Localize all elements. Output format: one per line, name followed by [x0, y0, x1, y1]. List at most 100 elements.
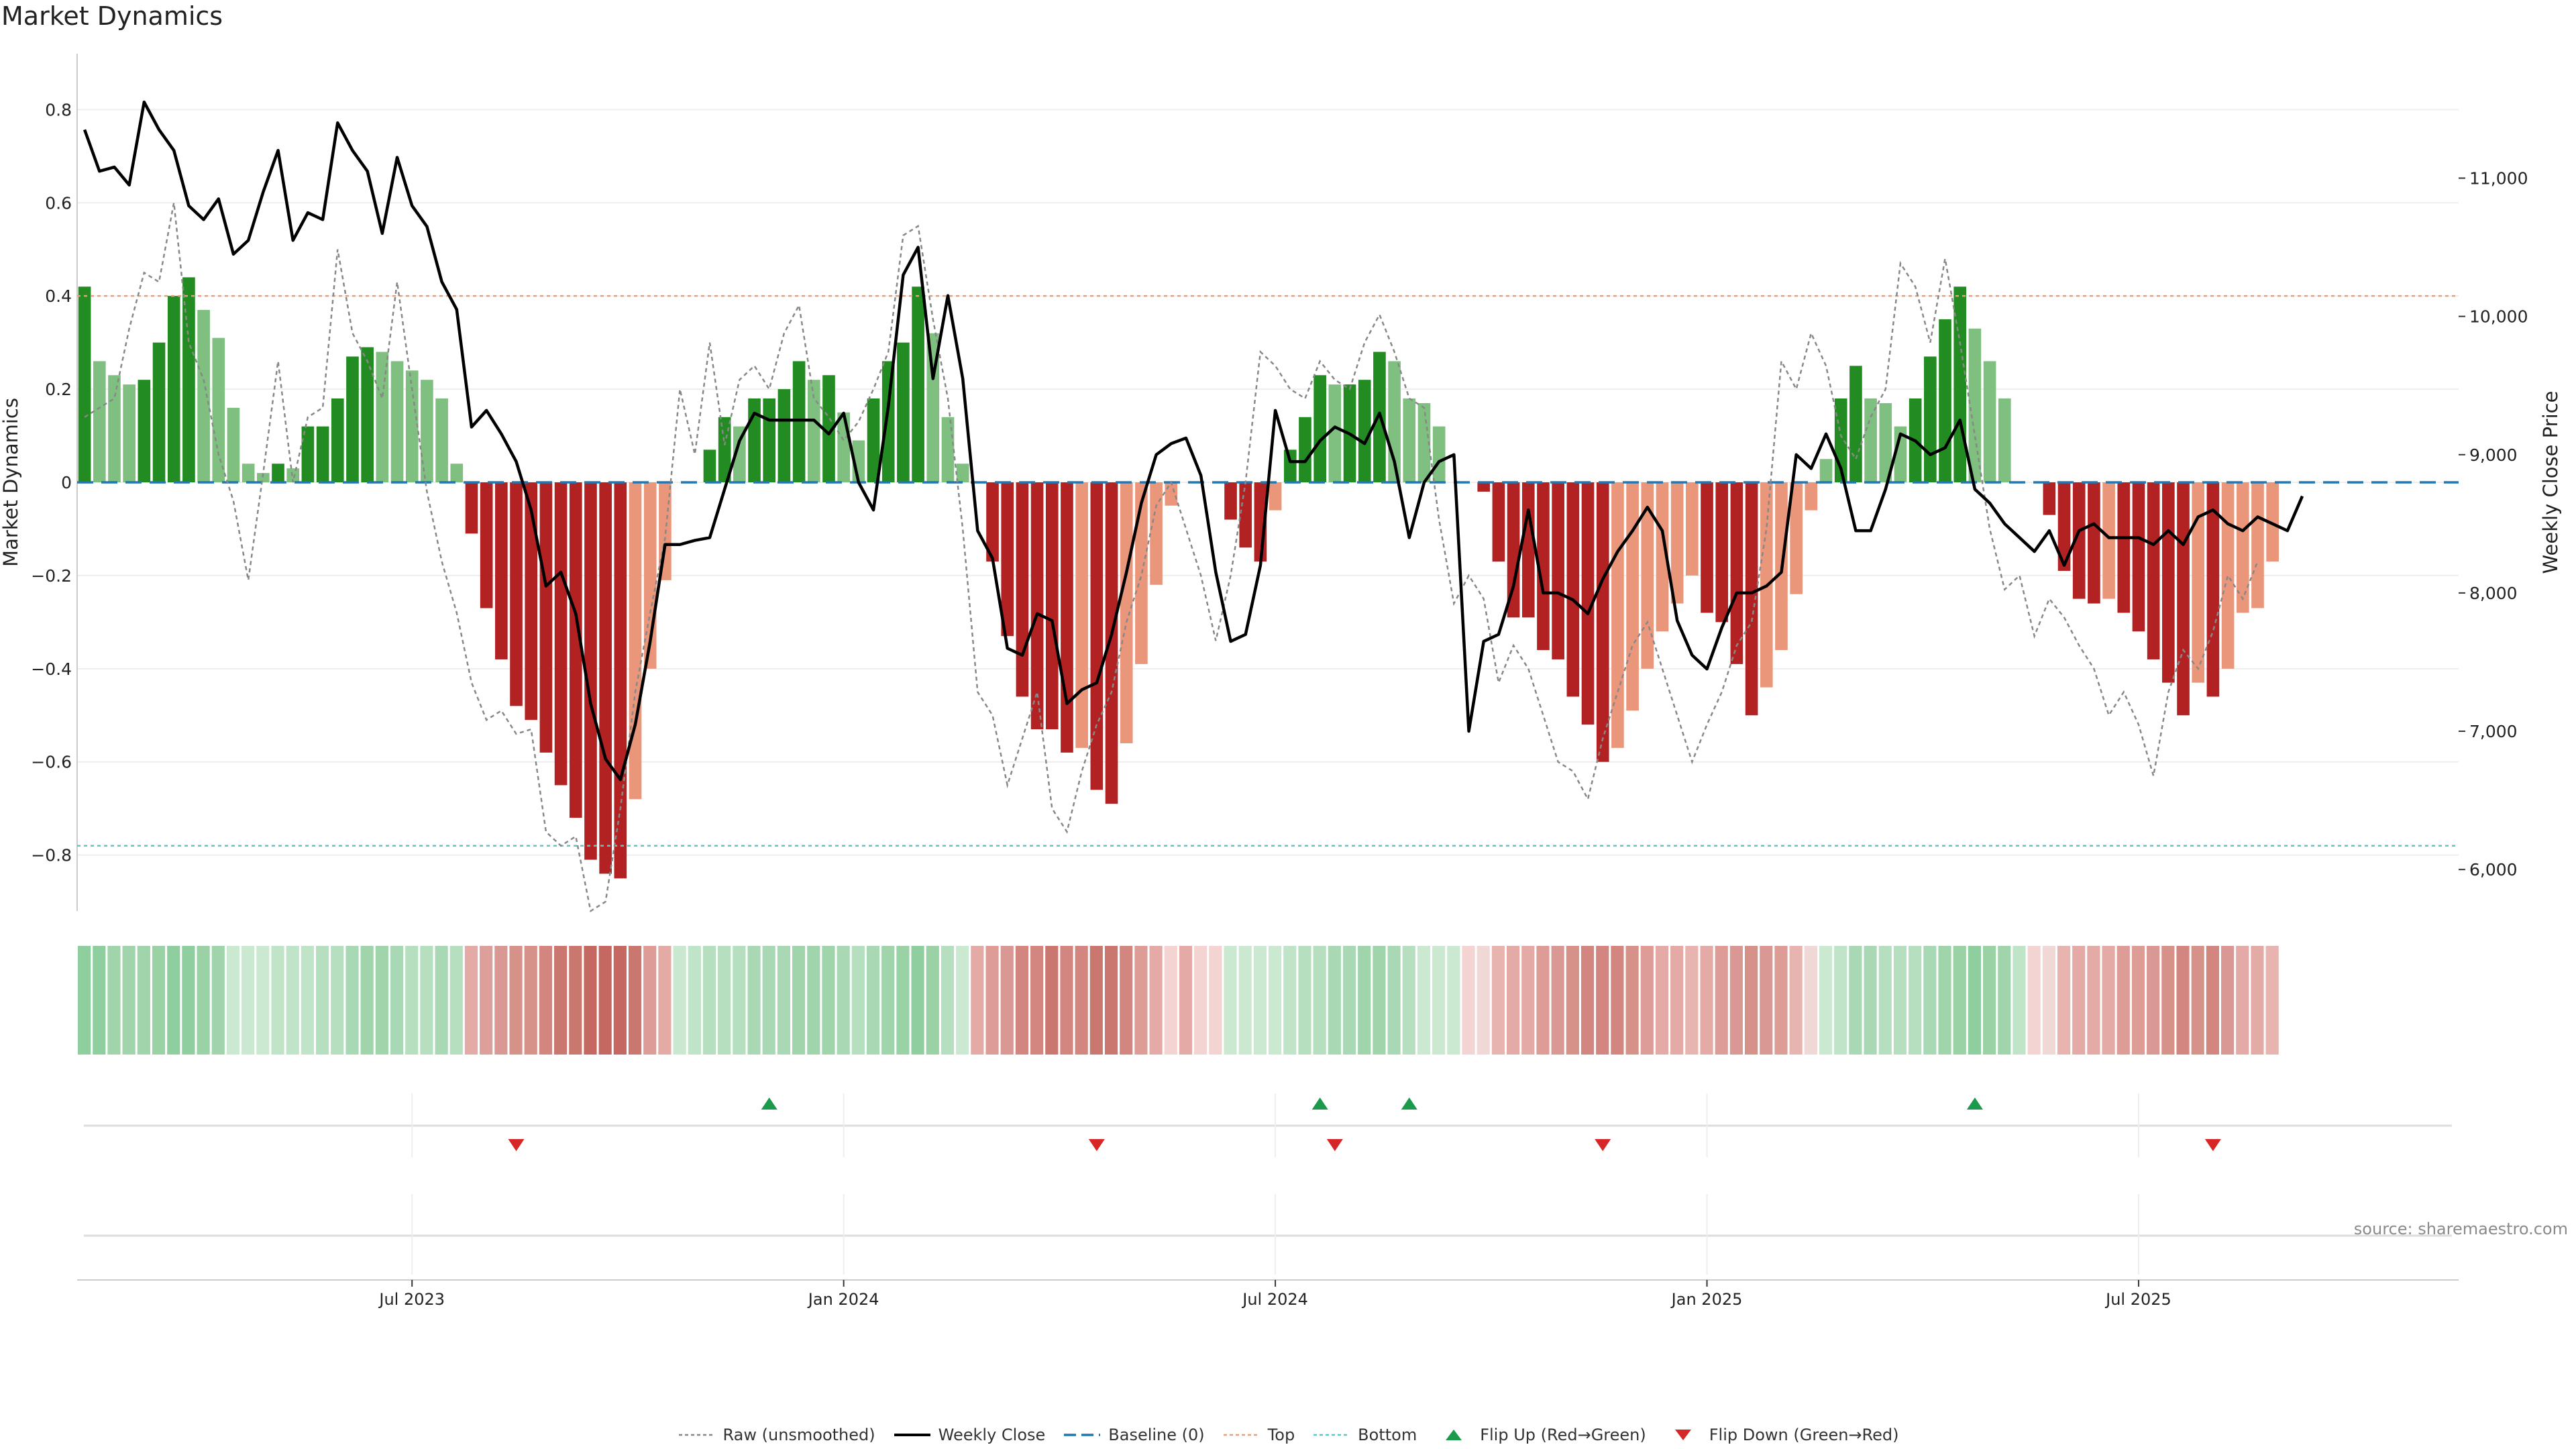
regime-strip-cell — [2191, 946, 2204, 1055]
regime-strip-cell — [1342, 946, 1356, 1055]
dynamics-bar — [167, 296, 180, 482]
regime-strip-cell — [122, 946, 136, 1055]
dynamics-bar — [108, 375, 121, 482]
dynamics-bar — [941, 417, 955, 482]
regime-strip-cell — [1417, 946, 1431, 1055]
dynamics-bar — [1521, 482, 1535, 618]
regime-strip-cell — [1283, 946, 1297, 1055]
dynamics-bar — [525, 482, 538, 720]
dynamics-bar — [912, 286, 924, 482]
regime-strip-cell — [1998, 946, 2011, 1055]
regime-strip-cell — [866, 946, 880, 1055]
regime-strip-cell — [1953, 946, 1966, 1055]
dynamics-bar — [1135, 482, 1148, 664]
dynamics-bar — [748, 398, 761, 482]
regime-strip-cell — [78, 946, 91, 1055]
dynamics-bar — [495, 482, 508, 659]
dynamics-bar — [331, 398, 344, 482]
regime-strip-cell — [316, 946, 329, 1055]
dynamics-bar — [241, 464, 255, 482]
dynamics-bar — [1403, 398, 1416, 482]
regime-strip-cell — [956, 946, 969, 1055]
dynamics-bar — [227, 407, 240, 482]
x-tick-label: Jul 2023 — [378, 1290, 445, 1309]
dynamics-bar — [2177, 482, 2190, 716]
regime-strip-cell — [1893, 946, 1907, 1055]
regime-strip-cell — [1729, 946, 1743, 1055]
y2-tick-label: 6,000 — [2469, 860, 2518, 879]
regime-strip-cell — [1491, 946, 1505, 1055]
regime-strip-cell — [1194, 946, 1208, 1055]
regime-strip-cell — [569, 946, 582, 1055]
legend-label: Baseline (0) — [1108, 1426, 1205, 1444]
legend-item-raw: Raw (unsmoothed) — [678, 1426, 875, 1444]
dynamics-bar — [2072, 482, 2086, 599]
dynamics-bar — [1686, 482, 1699, 576]
dynamics-bar — [1730, 482, 1743, 664]
regime-strip-cell — [494, 946, 508, 1055]
dynamics-bar — [1552, 482, 1564, 659]
regime-strip-cell — [524, 946, 537, 1055]
dynamics-bar — [822, 375, 835, 482]
regime-strip-cell — [1179, 946, 1193, 1055]
dynamics-bar — [2221, 482, 2235, 669]
regime-strip-cell — [2012, 946, 2026, 1055]
dynamics-bar — [1670, 482, 1684, 604]
regime-strip-cell — [1580, 946, 1595, 1055]
regime-strip-cell — [286, 946, 299, 1055]
regime-strip-cell — [1670, 946, 1684, 1055]
dynamics-bar — [1656, 482, 1669, 632]
regime-strip-cell — [93, 946, 106, 1055]
regime-strip-cell — [1060, 946, 1073, 1055]
source-credit: source: sharemaestro.com — [2353, 1220, 2568, 1238]
dynamics-bar — [554, 482, 568, 786]
regime-strip-cell — [1477, 946, 1490, 1055]
dynamics-bar — [257, 473, 270, 482]
dynamics-bar — [2236, 482, 2249, 613]
x-tick-label: Jul 2025 — [2104, 1290, 2171, 1309]
x-tick-label: Jul 2024 — [1241, 1290, 1308, 1309]
dynamics-bar — [1968, 328, 1982, 482]
regime-strip-cell — [1596, 946, 1609, 1055]
regime-strip-cell — [1760, 946, 1773, 1055]
regime-strip-cell — [2161, 946, 2175, 1055]
dynamics-bar — [1864, 398, 1877, 482]
dynamics-bar — [1299, 417, 1311, 482]
dynamics-bar — [837, 412, 850, 482]
dynamics-bar — [361, 347, 374, 482]
x-tick-label: Jan 2024 — [807, 1290, 879, 1309]
regime-strip-cell — [2251, 946, 2264, 1055]
regime-strip-cell — [2102, 946, 2115, 1055]
dynamics-bar — [1120, 482, 1133, 743]
regime-strip-cell — [1566, 946, 1579, 1055]
regime-strip-cell — [1120, 946, 1133, 1055]
regime-strip-cell — [1819, 946, 1833, 1055]
dynamics-bar — [897, 342, 910, 482]
regime-strip-cell — [807, 946, 820, 1055]
regime-strip-cell — [107, 946, 121, 1055]
dynamics-bar — [1328, 384, 1342, 482]
regime-strip-cell — [1269, 946, 1282, 1055]
dynamics-bar — [2102, 482, 2115, 599]
dynamics-bar — [182, 277, 195, 482]
legend-swatch-top — [1223, 1434, 1260, 1436]
dynamics-bar — [1016, 482, 1029, 697]
dynamics-bar — [316, 426, 329, 482]
regime-strip-cell — [2221, 946, 2235, 1055]
regime-strip-cell — [1909, 946, 1922, 1055]
regime-strip-cell — [718, 946, 731, 1055]
regime-strip-cell — [1253, 946, 1267, 1055]
regime-strip-cell — [167, 946, 180, 1055]
regime-strip-cell — [182, 946, 195, 1055]
dynamics-bar — [2162, 482, 2175, 683]
regime-strip-cell — [1298, 946, 1311, 1055]
regime-strip-cell — [971, 946, 984, 1055]
dynamics-bar — [1030, 482, 1044, 730]
regime-strip-cell — [1462, 946, 1475, 1055]
y-tick-label: 0.6 — [45, 193, 72, 213]
regime-strip-cell — [420, 946, 433, 1055]
regime-strip-cell — [226, 946, 240, 1055]
regime-strip-cell — [197, 946, 210, 1055]
dynamics-bar — [956, 464, 969, 482]
regime-strip-cell — [1209, 946, 1222, 1055]
